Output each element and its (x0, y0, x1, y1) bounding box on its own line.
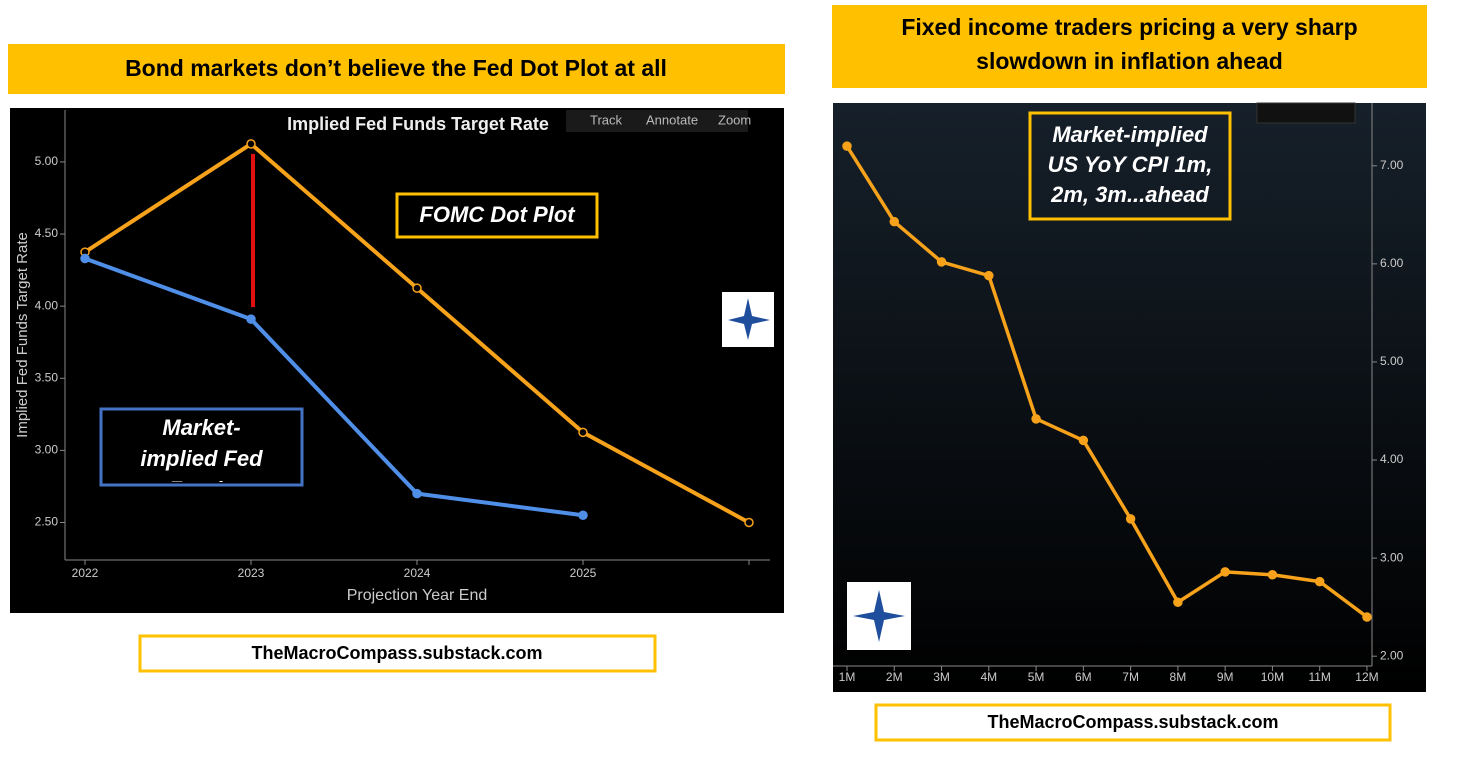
y-tick-label: 7.00 (1380, 158, 1404, 172)
legend-label: Market-implied Fed Funds (140, 415, 263, 482)
point (842, 141, 852, 151)
x-tick-label: 12M (1355, 670, 1378, 684)
y-tick-label: 4.00 (35, 298, 59, 312)
annotation: 2m, 3m...ahead (1050, 182, 1209, 207)
point (578, 427, 588, 438)
point (246, 314, 256, 324)
y-tick-label: 4.50 (35, 226, 59, 240)
x-tick-label: 6M (1075, 670, 1092, 684)
point (1314, 576, 1325, 587)
x-axis-label: Projection Year End (347, 587, 488, 604)
legend-label: FOMC Dot Plot (419, 202, 576, 227)
header-wrap: Fixed income traders pricing a very shar… (901, 14, 1358, 74)
header: Fixed income traders pricing a very shar… (901, 14, 1358, 74)
footer-box (874, 703, 1392, 742)
chart-title: Implied Fed Funds Target Rate (287, 114, 549, 134)
y-tick-label: 5.00 (1380, 354, 1404, 368)
point (1220, 567, 1230, 577)
point (80, 253, 90, 264)
point (1125, 514, 1136, 524)
y-tick-label: 2.50 (35, 515, 59, 529)
point (1362, 612, 1372, 622)
annotation-box (395, 192, 599, 239)
x-tick-label: 2023 (238, 566, 265, 580)
point (578, 510, 588, 521)
x-tick-label: 8M (1170, 670, 1187, 684)
annotation: US YoY CPI 1m, (1048, 152, 1213, 177)
footer-box (138, 634, 657, 673)
header-box (8, 44, 785, 94)
point (1078, 435, 1089, 446)
annotation-box (99, 407, 304, 487)
logo-icon (853, 590, 905, 642)
x-tick-label: 5M (1028, 670, 1045, 684)
point (1031, 414, 1041, 424)
x-tick-label: 11M (1308, 670, 1330, 684)
toolbar-button[interactable]: Annotate (646, 112, 698, 127)
toolbar-button[interactable]: Zoom (718, 112, 751, 127)
y-tick-label: 3.50 (35, 370, 59, 384)
logo-icon (728, 298, 770, 340)
y-tick-label: 2.00 (1380, 648, 1404, 662)
toolbar-button[interactable]: Track (590, 112, 623, 127)
x-tick-label: 2025 (570, 566, 597, 580)
footer: TheMacroCompass.substack.com (987, 712, 1278, 732)
point (246, 139, 256, 149)
x-tick-label: 2M (886, 670, 903, 684)
y-axis-label: Implied Fed Funds Target Rate (14, 232, 31, 438)
point (412, 283, 422, 293)
point (1173, 597, 1183, 607)
point (936, 257, 947, 267)
series-line (845, 145, 1369, 619)
header-box (832, 5, 1427, 88)
annotation-box (1028, 111, 1232, 221)
toolbar (566, 110, 748, 132)
point (744, 517, 754, 528)
annotation: Market-implied (1052, 122, 1208, 147)
header: Bond markets don’t believe the Fed Dot P… (125, 55, 667, 81)
x-tick-label: 10M (1261, 670, 1284, 684)
chart-bg (833, 103, 1426, 692)
x-tick-label: 2022 (72, 566, 99, 580)
y-tick-label: 4.00 (1380, 452, 1404, 466)
toolbar (1256, 102, 1356, 124)
y-tick-label: 3.00 (1380, 550, 1404, 564)
series-line (84, 256, 584, 518)
point (984, 270, 994, 281)
x-tick-label: 9M (1217, 670, 1234, 684)
x-tick-label: 4M (980, 670, 997, 684)
x-tick-label: 2024 (404, 566, 431, 580)
legend-label-wrap: Market-implied Fed Funds (140, 415, 263, 482)
x-tick-label: 3M (933, 670, 950, 684)
footer: TheMacroCompass.substack.com (251, 643, 542, 663)
point (1267, 570, 1278, 580)
x-tick-label: 7M (1122, 670, 1139, 684)
y-tick-label: 6.00 (1380, 256, 1404, 270)
x-tick-label: 1M (839, 670, 856, 684)
point (412, 488, 422, 499)
chart-bg (10, 108, 784, 613)
point (889, 216, 900, 227)
y-tick-label: 3.00 (35, 443, 59, 457)
y-tick-label: 5.00 (35, 154, 59, 168)
